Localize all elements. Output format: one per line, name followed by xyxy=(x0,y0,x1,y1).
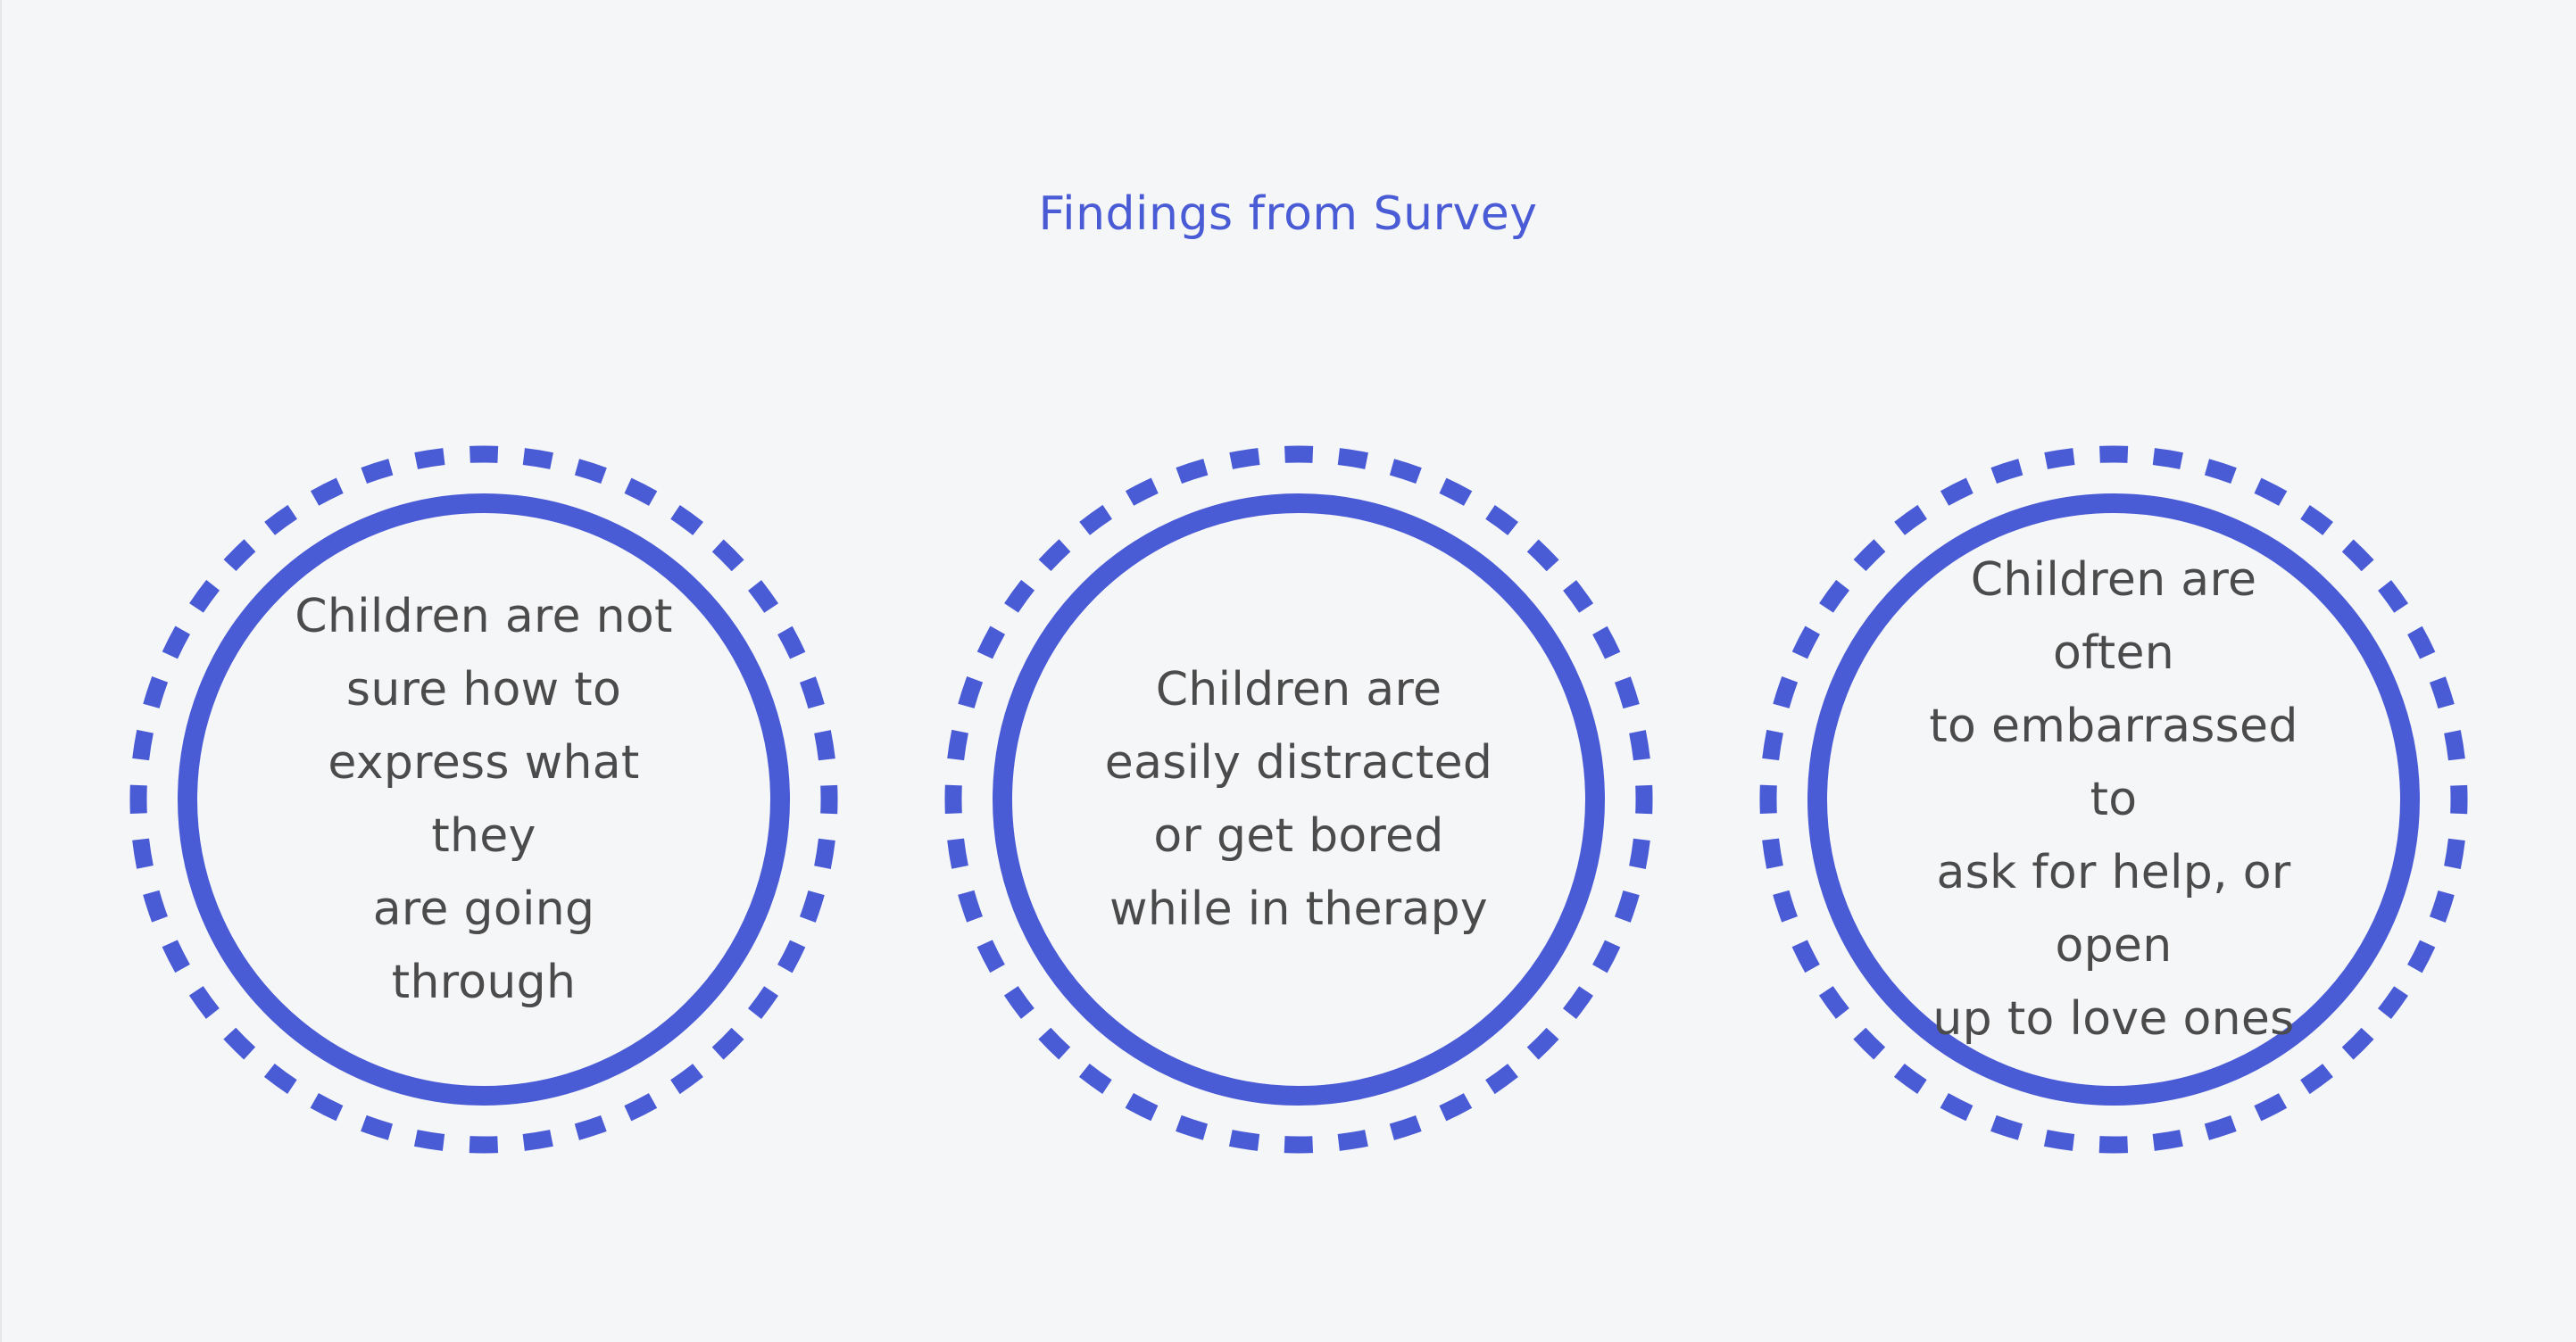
finding-1-text: Children are not sure how to express wha… xyxy=(295,590,673,1009)
finding-3: Children are often to embarrassed to ask… xyxy=(1757,443,2471,1156)
circle-badge-icon xyxy=(944,445,1653,1154)
circle-badge-icon xyxy=(1759,445,2468,1154)
finding-2: Children are easily distracted or get bo… xyxy=(942,443,1656,1156)
page-title: Findings from Survey xyxy=(1038,187,1538,241)
finding-2-text: Children are easily distracted or get bo… xyxy=(1104,663,1493,936)
circle-badge-icon xyxy=(129,445,838,1154)
finding-1: Children are not sure how to express wha… xyxy=(127,443,841,1156)
finding-3-text: Children are often to embarrassed to ask… xyxy=(1929,553,2298,1046)
